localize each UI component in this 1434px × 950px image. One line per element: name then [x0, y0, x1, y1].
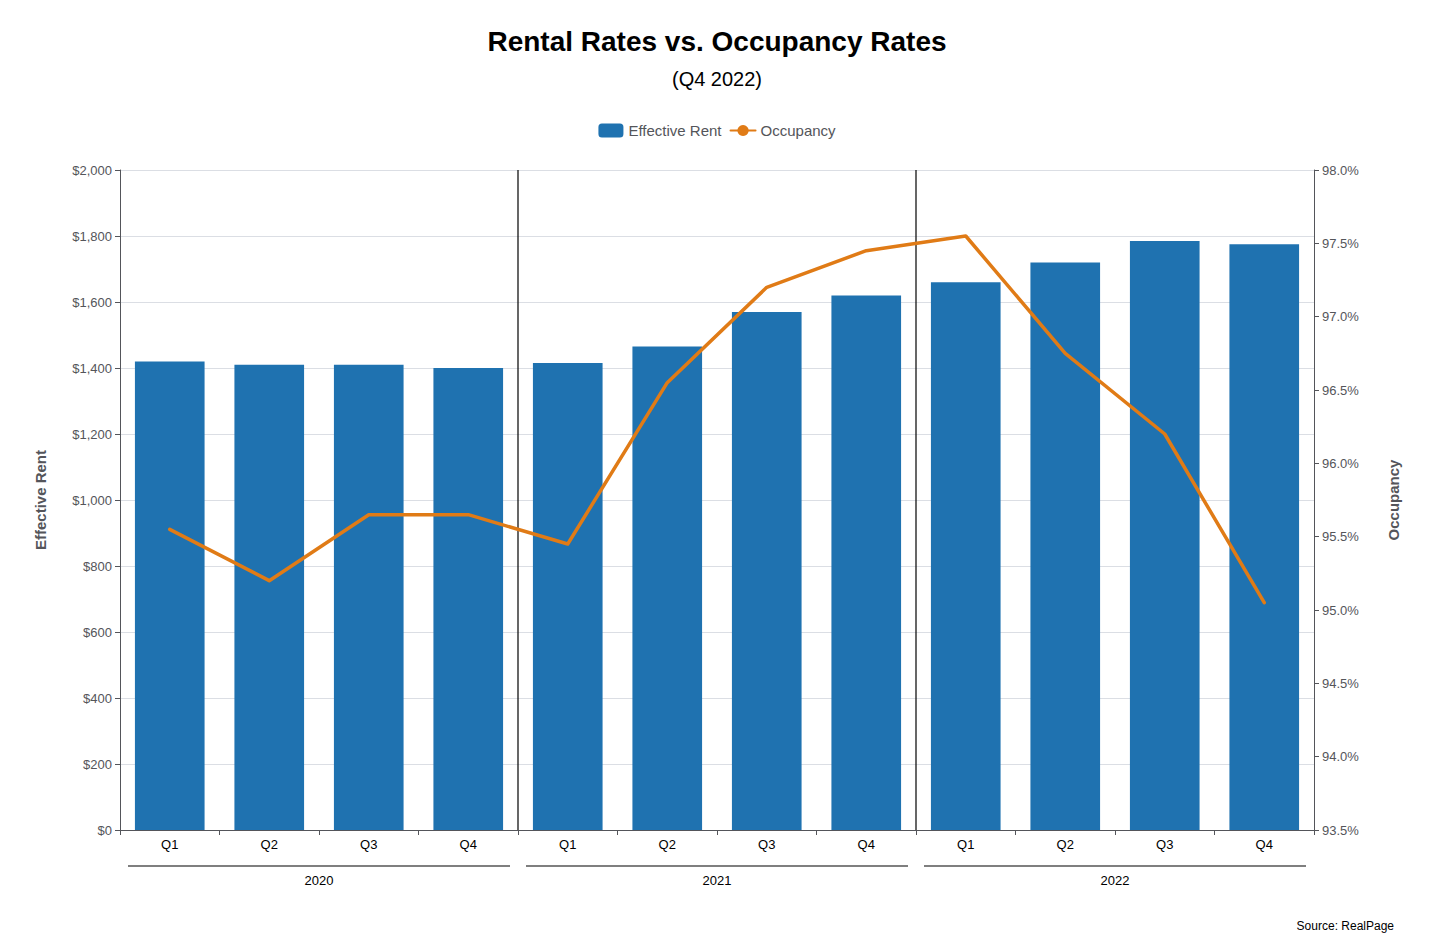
svg-text:$400: $400 [83, 691, 112, 706]
svg-text:96.0%: 96.0% [1322, 456, 1359, 471]
svg-text:Q4: Q4 [460, 837, 477, 852]
svg-text:Q2: Q2 [1057, 837, 1074, 852]
svg-text:97.0%: 97.0% [1322, 309, 1359, 324]
svg-text:Rental Rates vs. Occupancy Rat: Rental Rates vs. Occupancy Rates [487, 26, 946, 57]
svg-text:$600: $600 [83, 625, 112, 640]
svg-text:2022: 2022 [1101, 873, 1130, 888]
svg-text:Q2: Q2 [659, 837, 676, 852]
svg-text:$1,400: $1,400 [72, 361, 112, 376]
svg-text:$1,600: $1,600 [72, 295, 112, 310]
svg-text:$0: $0 [98, 823, 112, 838]
svg-text:$1,200: $1,200 [72, 427, 112, 442]
svg-text:94.0%: 94.0% [1322, 749, 1359, 764]
svg-text:$1,800: $1,800 [72, 229, 112, 244]
svg-text:Q4: Q4 [858, 837, 875, 852]
svg-text:$2,000: $2,000 [72, 163, 112, 178]
svg-text:$1,000: $1,000 [72, 493, 112, 508]
svg-text:Q4: Q4 [1256, 837, 1273, 852]
svg-text:94.5%: 94.5% [1322, 676, 1359, 691]
svg-text:Q3: Q3 [758, 837, 775, 852]
svg-text:93.5%: 93.5% [1322, 823, 1359, 838]
svg-text:Occupancy: Occupancy [1385, 459, 1402, 541]
svg-text:Q1: Q1 [559, 837, 576, 852]
svg-text:95.0%: 95.0% [1322, 603, 1359, 618]
svg-text:$200: $200 [83, 757, 112, 772]
svg-text:95.5%: 95.5% [1322, 529, 1359, 544]
svg-text:2020: 2020 [305, 873, 334, 888]
svg-text:(Q4 2022): (Q4 2022) [672, 68, 762, 90]
svg-text:97.5%: 97.5% [1322, 236, 1359, 251]
svg-text:Occupancy: Occupancy [761, 122, 837, 139]
svg-text:98.0%: 98.0% [1322, 163, 1359, 178]
svg-text:Q3: Q3 [360, 837, 377, 852]
svg-text:$800: $800 [83, 559, 112, 574]
svg-text:Effective Rent: Effective Rent [628, 122, 722, 139]
svg-text:Q1: Q1 [161, 837, 178, 852]
svg-text:Q3: Q3 [1156, 837, 1173, 852]
svg-text:96.5%: 96.5% [1322, 383, 1359, 398]
svg-text:Source: RealPage: Source: RealPage [1297, 919, 1395, 933]
svg-text:2021: 2021 [703, 873, 732, 888]
svg-text:Q1: Q1 [957, 837, 974, 852]
svg-text:Effective Rent: Effective Rent [32, 450, 49, 550]
svg-text:Q2: Q2 [261, 837, 278, 852]
